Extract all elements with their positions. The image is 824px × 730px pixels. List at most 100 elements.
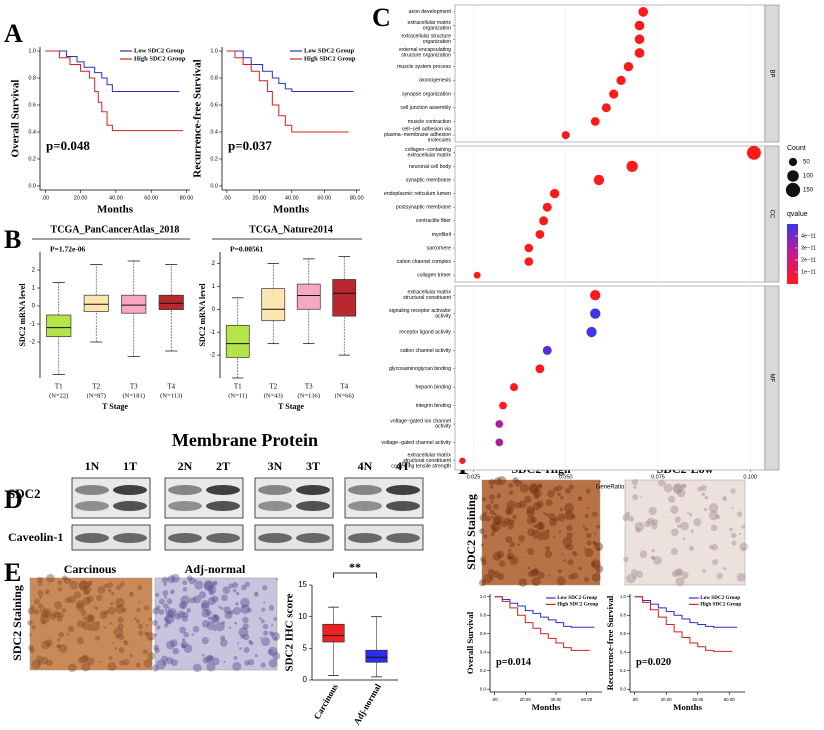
ihc-image-texture <box>95 635 101 641</box>
ihc-image-texture <box>517 543 520 546</box>
facet-strip <box>764 4 780 143</box>
ihc-image-texture <box>162 661 167 666</box>
blot-band <box>113 501 147 511</box>
ihc-image-texture <box>268 658 278 668</box>
ihc-image-texture <box>201 609 210 618</box>
ihc-image-texture <box>180 640 188 648</box>
ihc-image-texture <box>591 572 601 582</box>
ihc-image-texture <box>242 616 249 624</box>
ihc-image-texture <box>110 602 114 606</box>
ihc-image-texture <box>631 568 638 576</box>
ihc-image-texture <box>96 621 101 625</box>
y-tick-label: -1 <box>210 330 216 336</box>
ihc-image-texture <box>512 514 517 520</box>
x-tick-label: 40.00 <box>109 195 123 201</box>
ihc-image-texture <box>129 653 133 658</box>
ihc-image-texture <box>560 495 564 500</box>
ihc-image-texture <box>650 555 656 560</box>
term-label: contractile fiber <box>416 218 451 224</box>
ihc-image-texture <box>36 655 43 663</box>
x-tick-label: T4 <box>167 383 175 391</box>
ihc-image-texture <box>742 547 746 551</box>
x-tick-label: 80.00 <box>180 195 194 201</box>
ihc-image-texture <box>186 608 191 613</box>
blot-band <box>168 533 202 543</box>
ihc-image-texture <box>492 552 502 561</box>
ihc-image-texture <box>41 657 49 665</box>
category-note: (N=11) <box>228 392 247 399</box>
dot <box>549 188 560 199</box>
ihc-image-texture <box>27 619 33 626</box>
ihc-image-texture <box>73 591 82 599</box>
term-label: integrin binding <box>416 403 451 409</box>
ihc-image-texture <box>526 508 535 518</box>
ihc-image-texture <box>138 630 144 636</box>
ihc-image-texture <box>58 644 68 653</box>
ihc-image-texture <box>544 545 551 552</box>
dot <box>590 290 601 301</box>
y-tick-label: 10 <box>298 612 307 621</box>
significance-bracket <box>333 572 377 578</box>
ihc-image-texture <box>530 568 539 577</box>
ihc-image-texture <box>626 573 636 584</box>
ihc-image-texture <box>672 483 683 493</box>
ihc-image-texture <box>212 657 220 666</box>
facet-label: CC <box>768 210 774 219</box>
ihc-image-texture <box>635 570 644 579</box>
ihc-image-texture <box>182 580 188 586</box>
ihc-image-texture <box>557 569 562 574</box>
ihc-image-texture <box>103 626 107 629</box>
x-tick-label: 20.00 <box>252 195 266 201</box>
x-axis-label: Months <box>273 204 310 216</box>
ihc-image-texture <box>670 547 679 556</box>
ihc-image-texture <box>123 639 127 644</box>
ihc-image-texture <box>213 614 218 619</box>
term-label: cation channel complex <box>397 259 452 265</box>
ihc-image-texture <box>506 500 517 511</box>
box <box>121 294 147 314</box>
annotation: P=0.00561 <box>230 245 263 254</box>
ihc-image-texture <box>83 585 92 594</box>
ihc-image-texture <box>153 644 159 651</box>
ihc-image <box>481 479 601 586</box>
annotation: ** <box>349 560 361 574</box>
x-tick-label: T1 <box>55 383 63 391</box>
ihc-image-texture <box>57 580 63 586</box>
ihc-image-texture <box>584 577 590 583</box>
dot <box>593 174 605 186</box>
ihc-image-texture <box>526 516 536 525</box>
y-tick-label: 0 <box>212 307 216 313</box>
dot <box>495 420 504 428</box>
ihc-image-texture <box>146 632 156 641</box>
ihc-image-texture <box>57 611 64 619</box>
blot-band <box>206 533 240 543</box>
ihc-image-texture <box>518 535 525 542</box>
ihc-image-texture <box>143 605 150 611</box>
ihc-image-texture <box>212 615 219 622</box>
ihc-image-texture <box>689 513 693 517</box>
y-tick-label: -2 <box>30 340 36 346</box>
ihc-image-texture <box>507 555 512 560</box>
ihc-image-texture <box>229 609 235 615</box>
ihc-image-texture <box>549 518 558 527</box>
dot <box>601 103 611 113</box>
ihc-image-texture <box>212 581 217 587</box>
ihc-image-texture <box>697 486 703 492</box>
y-tick-label: 1.0 <box>210 49 218 55</box>
ihc-image-texture <box>566 512 569 515</box>
ihc-image-texture <box>211 595 219 603</box>
x-tick-label: T2 <box>269 383 277 391</box>
ihc-image-texture <box>38 603 44 609</box>
ihc-image-texture <box>741 524 746 529</box>
ihc-image-texture <box>622 514 630 522</box>
ihc-image-texture <box>56 615 63 622</box>
ihc-image-texture <box>538 522 543 526</box>
ihc-image-texture <box>183 631 189 638</box>
ihc-image-texture <box>76 619 85 628</box>
x-tick-label: 0.075 <box>651 474 665 480</box>
y-tick-label: 0.4 <box>210 129 218 135</box>
ihc-image-texture <box>503 517 512 526</box>
ihc-image-texture <box>269 631 273 635</box>
blot-band <box>206 485 240 495</box>
panel-label: C <box>372 3 391 32</box>
